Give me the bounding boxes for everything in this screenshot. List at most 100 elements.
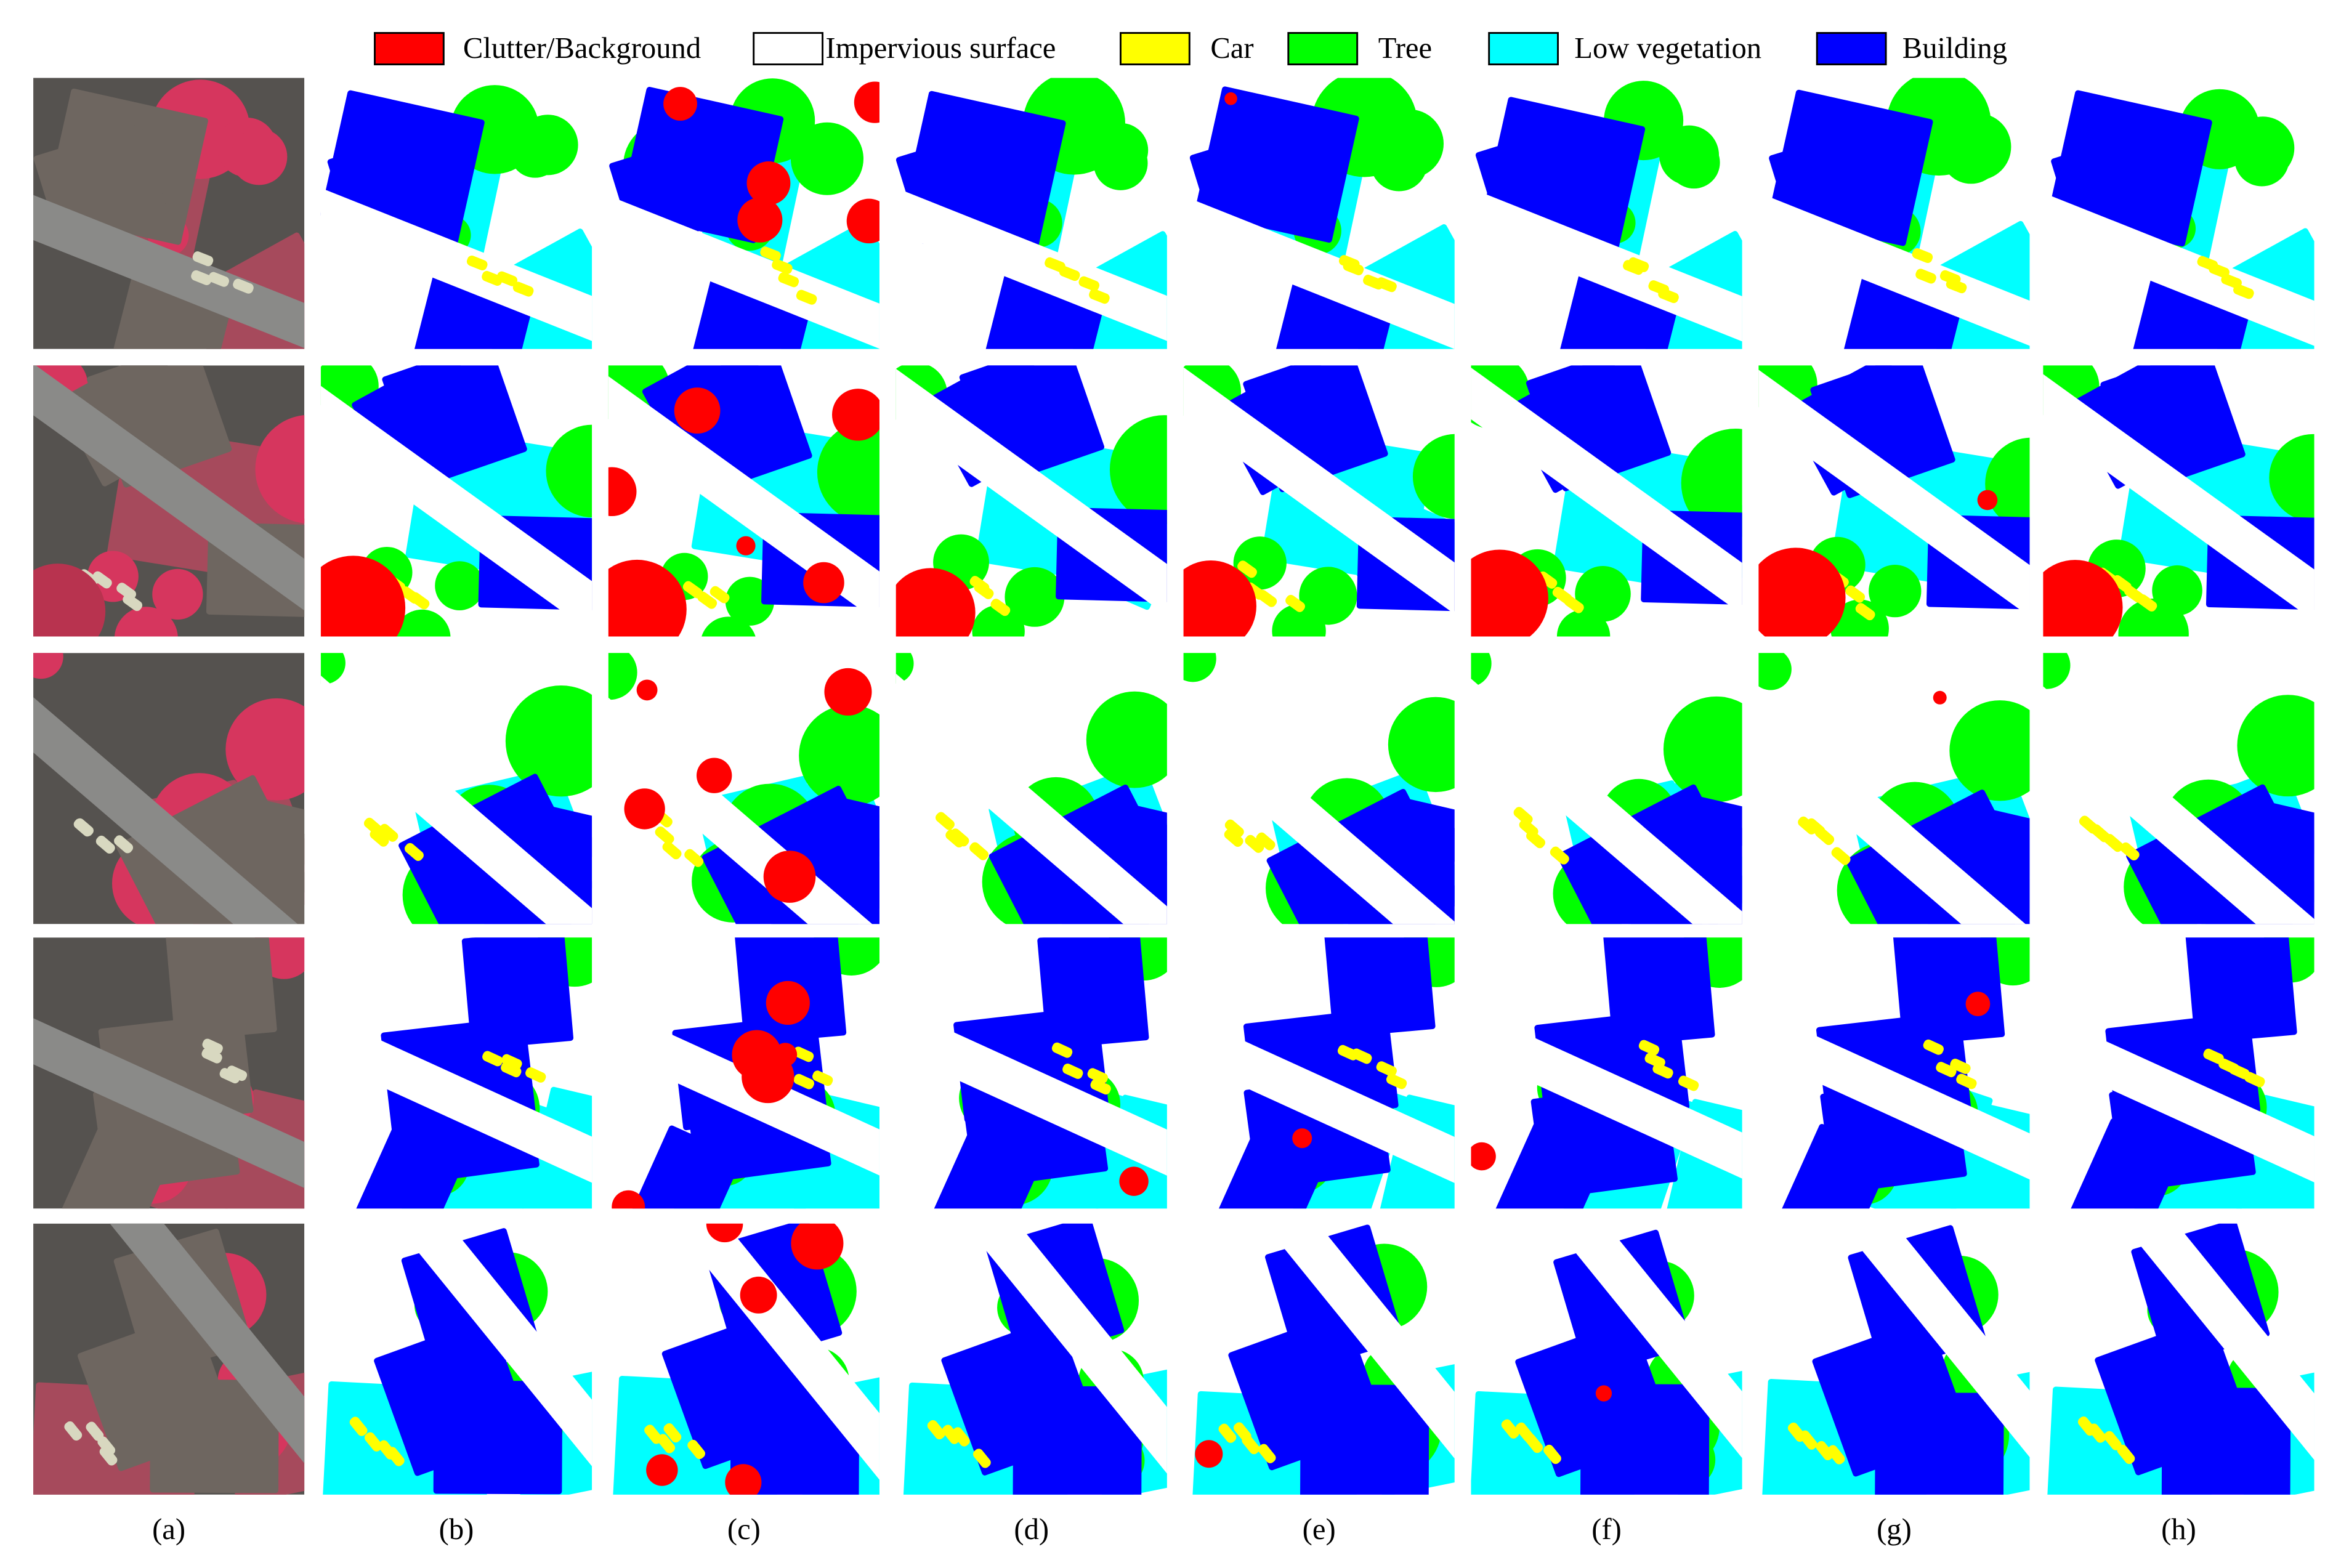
region [608, 467, 637, 517]
segmentation-map [1183, 78, 1455, 349]
region [1256, 832, 1276, 851]
region [1324, 937, 1436, 1038]
region [2234, 131, 2289, 187]
region [896, 963, 1167, 1209]
region [646, 1454, 678, 1486]
input-image [33, 365, 305, 637]
region [730, 1389, 860, 1495]
region [2043, 139, 2315, 349]
segmentation-map [320, 365, 592, 637]
segmentation-map [608, 78, 879, 349]
legend-swatch [753, 32, 824, 66]
region [1183, 560, 1256, 637]
region [803, 562, 844, 604]
region [663, 87, 697, 121]
region [1758, 653, 2030, 924]
region [2269, 434, 2315, 522]
segmentation-map [320, 78, 592, 349]
region [1638, 1040, 1660, 1056]
region [1224, 819, 1244, 838]
region [927, 1420, 945, 1440]
region [763, 851, 816, 903]
region [1471, 963, 1742, 1209]
region [950, 828, 969, 847]
segmentation-map [1471, 1223, 1742, 1495]
segmentation-map [1471, 78, 1742, 349]
region [225, 698, 305, 801]
region [1471, 549, 1548, 637]
region [1218, 1423, 1237, 1443]
region [1658, 288, 1679, 304]
region [1681, 429, 1742, 538]
region [760, 246, 781, 262]
region [92, 571, 112, 589]
region [1501, 1419, 1519, 1439]
column-label: (b) [439, 1513, 474, 1546]
input-image [33, 653, 305, 924]
region [512, 281, 534, 297]
segmentation-map [1183, 1223, 1455, 1495]
region [655, 826, 674, 845]
segmentation-map [896, 937, 1167, 1209]
legend-item: Low vegetation [1488, 31, 1761, 66]
region [1831, 847, 1851, 865]
segmentation-map [896, 653, 1167, 924]
region [1412, 434, 1455, 519]
region [496, 271, 518, 286]
region [1343, 260, 1364, 275]
region [466, 255, 488, 271]
region [1946, 278, 1967, 294]
column-label: (f) [1591, 1513, 1622, 1546]
region [33, 138, 305, 349]
region [1575, 566, 1631, 622]
region [608, 653, 879, 924]
region [710, 586, 730, 604]
region [208, 272, 229, 287]
segmentation-map [2043, 365, 2315, 637]
region [1550, 846, 1569, 865]
region [1985, 437, 2030, 530]
legend-label: Low vegetation [1574, 31, 1761, 65]
region [799, 705, 879, 807]
region [1195, 1440, 1223, 1468]
region [1845, 585, 1866, 603]
region [1045, 257, 1065, 272]
region [230, 128, 288, 185]
segmentation-map [320, 937, 592, 1209]
region [2043, 560, 2123, 637]
segmentation-map [896, 365, 1167, 637]
region [608, 140, 879, 349]
region [192, 251, 214, 267]
region [1595, 1385, 1612, 1402]
region [1869, 565, 1922, 618]
segmentation-map [1758, 365, 2030, 637]
legend-item: Clutter/Background [374, 31, 701, 66]
region [1580, 1384, 1710, 1495]
region [2203, 1048, 2224, 1064]
segmentation-map [1471, 653, 1742, 924]
region [33, 974, 305, 1209]
legend-item: Tree [1287, 31, 1432, 66]
region [33, 365, 305, 637]
region [505, 685, 592, 797]
region [1816, 1441, 1834, 1461]
region [608, 964, 879, 1209]
region [1089, 289, 1110, 304]
region [824, 668, 872, 716]
region [1292, 1128, 1312, 1149]
region [1471, 1142, 1496, 1171]
segmentation-map [320, 653, 592, 924]
segmentation-map [1183, 365, 1455, 637]
region [1388, 697, 1455, 793]
region [896, 653, 914, 684]
region [1257, 589, 1277, 607]
region [1678, 1075, 1699, 1091]
region [2244, 1072, 2265, 1088]
region [1758, 548, 1846, 637]
region [2069, 1223, 2315, 1495]
region [1933, 690, 1947, 705]
legend-item: Impervious surface [753, 31, 1056, 66]
region [123, 594, 143, 612]
